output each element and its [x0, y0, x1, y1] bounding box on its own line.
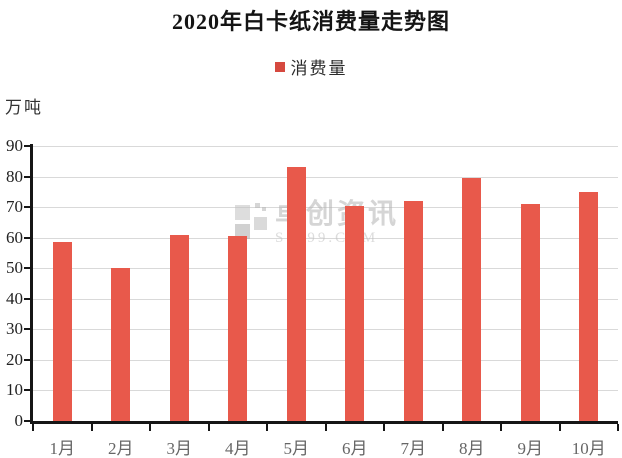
- gridline-50: [33, 268, 618, 270]
- bar-10月: [579, 191, 599, 421]
- y-axis-tick-10: [24, 389, 30, 392]
- x-axis-label-7月: 7月: [400, 439, 427, 458]
- bar-8月: [462, 178, 482, 421]
- y-axis-label-40: 40: [6, 288, 23, 308]
- y-axis-tick-20: [24, 358, 30, 361]
- x-axis-tick-9: [558, 424, 561, 431]
- bar-1月: [52, 242, 72, 421]
- y-axis-tick-30: [24, 328, 30, 331]
- x-axis-tick-8: [500, 424, 502, 431]
- x-axis-label-3月: 3月: [166, 439, 193, 458]
- y-axis-unit-label: 万吨: [5, 98, 43, 117]
- gridline-80: [33, 176, 618, 178]
- x-axis-line: [30, 421, 618, 424]
- plot-area: 卓创资讯 SCI99.COM 0 10 20 30 40 50 60 70 80 90 1月 2月 3月…: [6, 136, 619, 458]
- y-axis-tick-90: [24, 145, 30, 147]
- y-axis-tick-0: [24, 420, 30, 422]
- y-axis-label-20: 20: [6, 349, 23, 369]
- gridline-30: [33, 329, 618, 331]
- x-axis-tick-7: [441, 424, 444, 431]
- bar-9月: [520, 204, 540, 421]
- x-axis-tick-2: [149, 424, 151, 431]
- legend: 消费量: [0, 54, 622, 79]
- bar-5月: [286, 167, 306, 421]
- y-axis-label-60: 60: [6, 227, 23, 247]
- x-axis-tick-4: [266, 424, 268, 431]
- y-axis-label-30: 30: [6, 319, 23, 339]
- x-axis-tick-1: [90, 424, 93, 431]
- y-axis-label-90: 90: [6, 136, 23, 155]
- y-axis-label-50: 50: [6, 258, 23, 278]
- x-axis-label-8月: 8月: [459, 439, 485, 458]
- x-axis-tick-3: [207, 424, 210, 431]
- x-axis-tick-0: [32, 424, 34, 431]
- x-axis-tick-5: [324, 424, 327, 431]
- bar-3月: [169, 234, 189, 421]
- y-axis-tick-50: [24, 267, 30, 270]
- chart-title: 2020年白卡纸消费量走势图: [171, 9, 450, 34]
- gridline-10: [33, 390, 618, 392]
- bar-4月: [228, 236, 248, 421]
- x-axis-label-2月: 2月: [108, 439, 134, 458]
- bar-7月: [403, 201, 423, 421]
- legend-label: 消费量: [290, 59, 348, 78]
- gridline-20: [33, 359, 618, 361]
- x-axis-label-5月: 5月: [283, 439, 310, 458]
- y-axis-label-80: 80: [6, 166, 23, 186]
- x-axis-label-10月: 10月: [571, 439, 606, 458]
- y-axis-tick-70: [24, 206, 30, 209]
- x-axis-tick-6: [383, 424, 385, 431]
- gridline-40: [33, 298, 618, 300]
- y-axis-tick-60: [24, 236, 30, 239]
- x-axis-tick-10: [617, 424, 619, 431]
- bar-6月: [345, 205, 365, 421]
- y-axis-label-0: 0: [14, 411, 24, 430]
- gridline-90: [33, 146, 618, 147]
- gridline-60: [33, 237, 618, 239]
- y-axis-label-70: 70: [6, 197, 23, 217]
- x-axis-label-1月: 1月: [49, 439, 76, 458]
- y-axis-label-10: 10: [6, 380, 23, 400]
- y-axis-tick-80: [24, 175, 30, 178]
- legend-swatch-icon: [274, 61, 285, 72]
- y-axis-line: [30, 144, 33, 424]
- gridline-70: [33, 207, 618, 209]
- x-axis-label-4月: 4月: [225, 439, 251, 458]
- bar-2月: [111, 268, 131, 421]
- x-axis-label-6月: 6月: [342, 439, 368, 458]
- x-axis-label-9月: 9月: [517, 439, 544, 458]
- y-axis-tick-40: [24, 297, 30, 300]
